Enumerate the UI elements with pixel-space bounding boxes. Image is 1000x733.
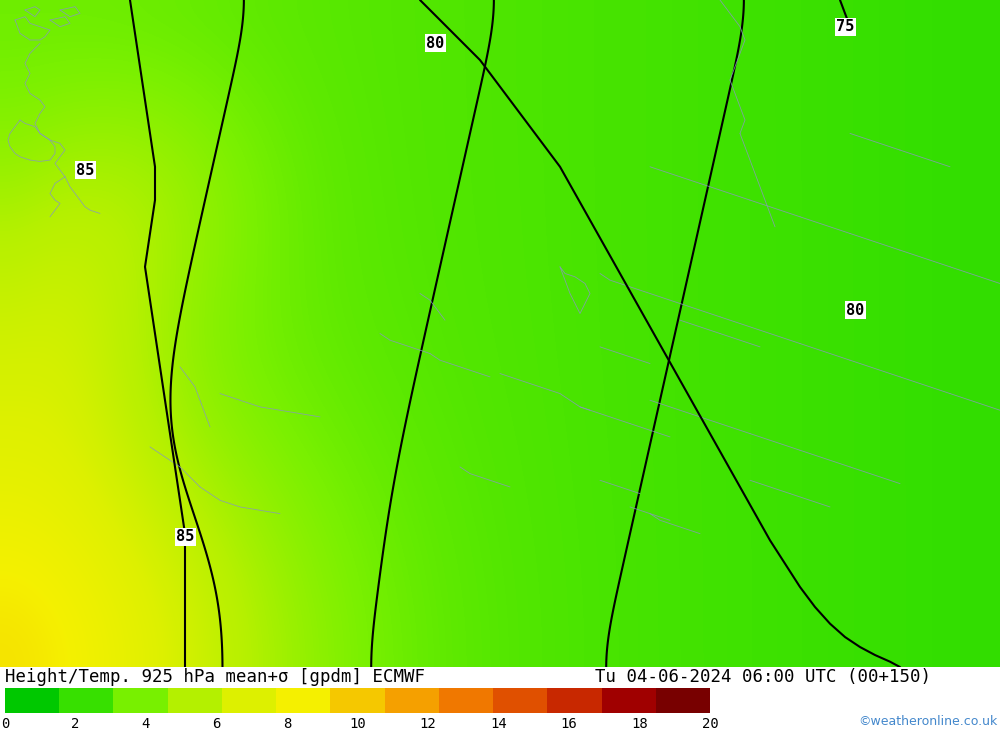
Text: 16: 16 <box>561 717 577 731</box>
Bar <box>330 688 385 713</box>
Bar <box>59 688 113 713</box>
Text: 80: 80 <box>846 303 864 317</box>
Bar <box>656 688 710 713</box>
Text: 18: 18 <box>631 717 648 731</box>
Text: 4: 4 <box>142 717 150 731</box>
Text: 20: 20 <box>702 717 718 731</box>
Bar <box>547 688 602 713</box>
Text: 8: 8 <box>283 717 291 731</box>
Bar <box>602 688 656 713</box>
Bar <box>222 688 276 713</box>
Text: ©weatheronline.co.uk: ©weatheronline.co.uk <box>859 715 998 728</box>
Text: 6: 6 <box>212 717 221 731</box>
Text: Height/Temp. 925 hPa mean+σ [gpdm] ECMWF: Height/Temp. 925 hPa mean+σ [gpdm] ECMWF <box>5 668 425 686</box>
Text: 12: 12 <box>420 717 436 731</box>
Bar <box>113 688 168 713</box>
Bar <box>439 688 493 713</box>
Text: 85: 85 <box>176 529 194 545</box>
Text: 10: 10 <box>349 717 366 731</box>
Text: 80: 80 <box>426 36 444 51</box>
Text: 14: 14 <box>490 717 507 731</box>
Text: 0: 0 <box>1 717 9 731</box>
Text: 2: 2 <box>71 717 80 731</box>
Text: Tu 04-06-2024 06:00 UTC (00+150): Tu 04-06-2024 06:00 UTC (00+150) <box>595 668 931 686</box>
Bar <box>276 688 330 713</box>
Bar <box>493 688 547 713</box>
Bar <box>385 688 439 713</box>
Text: 75: 75 <box>836 19 854 34</box>
Bar <box>168 688 222 713</box>
Text: 85: 85 <box>76 163 94 177</box>
Bar <box>5 688 59 713</box>
